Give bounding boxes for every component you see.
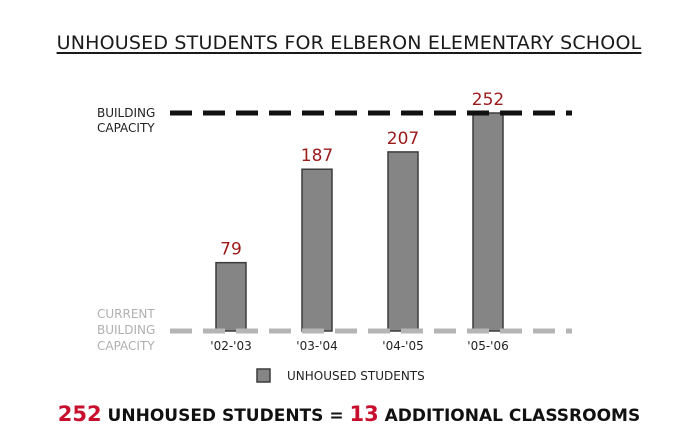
current-capacity-label-1: BUILDING [97,323,155,337]
legend-label: UNHOUSED STUDENTS [287,369,425,383]
bar-2 [387,151,419,332]
building-capacity-label-0: BUILDING [97,106,155,120]
x-tick-label-0: '02-'03 [210,339,251,353]
x-tick-label-1: '03-'04 [296,339,337,353]
building-capacity-label-1: CAPACITY [97,121,155,135]
bar-chart: 79187207252BUILDINGCAPACITYCURRENTBUILDI… [97,90,572,383]
current-capacity-label-0: CURRENT [97,307,155,321]
bar-3 [472,112,504,332]
classrooms-count: 13 [349,402,379,426]
value-label-1: 187 [301,146,333,166]
x-tick-label-3: '05-'06 [467,339,508,353]
value-label-0: 79 [220,240,242,260]
bar-0 [215,261,247,332]
classrooms-text: ADDITIONAL CLASSROOMS [378,406,641,426]
legend-swatch [256,368,271,383]
students-count: 252 [57,402,102,426]
students-text: UNHOUSED STUDENTS = [101,406,350,426]
x-tick-label-2: '04-'05 [382,339,423,353]
value-label-2: 207 [387,129,419,149]
summary-footer: 252 UNHOUSED STUDENTS = 13 ADDITIONAL CL… [0,402,698,426]
current-capacity-label-2: CAPACITY [97,339,155,353]
bar-1 [301,168,333,332]
value-label-3: 252 [472,90,504,110]
chart-title: UNHOUSED STUDENTS FOR ELBERON ELEMENTARY… [56,32,642,54]
